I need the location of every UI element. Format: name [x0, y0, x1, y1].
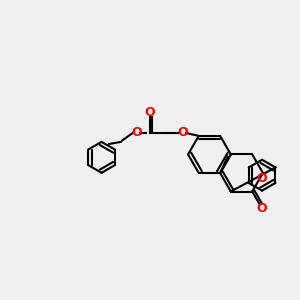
Text: O: O [131, 127, 142, 140]
Text: O: O [256, 172, 267, 185]
Text: O: O [144, 106, 155, 119]
Text: O: O [256, 202, 267, 215]
Text: O: O [177, 127, 188, 140]
